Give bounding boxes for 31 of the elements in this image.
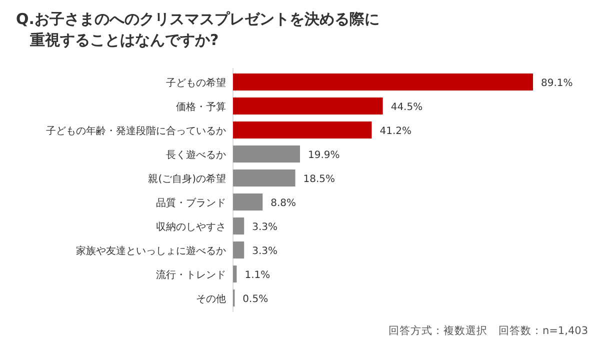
- y-tick-label: 親(ご自身)の希望: [148, 173, 226, 185]
- bar: [233, 98, 383, 114]
- y-tick-label: 流行・トレンド: [156, 269, 226, 281]
- bar: [233, 266, 237, 282]
- text: 回答方式：複数選択 回答数：n=1,403: [388, 324, 588, 337]
- bar: [233, 146, 300, 162]
- y-tick-label: 家族や友達といっしょに遊べるか: [76, 245, 226, 257]
- data-label: 18.5%: [303, 174, 336, 185]
- data-label: 8.8%: [270, 198, 296, 209]
- y-tick-label: 子どもの希望: [166, 77, 226, 89]
- chart-title: Q.お子さまのへのクリスマスプレゼントを決める際に重視することはなんですか?: [16, 10, 380, 49]
- bar: [233, 242, 244, 258]
- data-label: 19.9%: [308, 150, 340, 161]
- bar: [233, 218, 244, 234]
- data-label: 44.5%: [390, 102, 423, 113]
- y-tick-label: 子どもの年齢・発達段階に合っているか: [46, 125, 226, 137]
- bar: [233, 74, 533, 90]
- data-label: 89.1%: [541, 78, 573, 89]
- bar: [233, 194, 263, 210]
- y-tick-label: 品質・ブランド: [156, 197, 226, 209]
- y-tick-label: 収納のしやすさ: [156, 221, 226, 233]
- data-label: 1.1%: [244, 270, 270, 281]
- data-label: 3.3%: [252, 222, 278, 233]
- bar: [233, 170, 296, 186]
- y-tick-label: 長く遊べるか: [166, 149, 226, 161]
- data-label: 41.2%: [380, 126, 412, 137]
- data-label: 3.3%: [252, 246, 278, 257]
- bar: [233, 122, 372, 138]
- y-tick-label: 価格・予算: [176, 101, 226, 113]
- y-tick-label: その他: [196, 293, 226, 305]
- data-label: 0.5%: [242, 294, 268, 305]
